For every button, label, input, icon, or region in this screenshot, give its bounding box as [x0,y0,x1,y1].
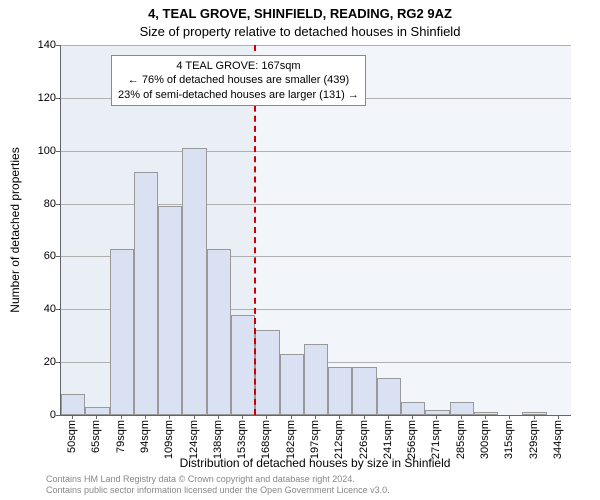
histogram-bar [134,172,158,415]
histogram-bar [450,402,474,415]
chart-container: 4, TEAL GROVE, SHINFIELD, READING, RG2 9… [0,0,600,500]
x-tick-mark [412,415,413,419]
x-tick-label: 50sqm [66,420,78,453]
annotation-line1: 4 TEAL GROVE: 167sqm [118,59,359,73]
x-tick-mark [291,415,292,419]
x-tick-mark [364,415,365,419]
x-tick-mark [145,415,146,419]
copyright-notice: Contains HM Land Registry data © Crown c… [46,474,390,496]
y-tick-mark [56,256,60,257]
histogram-bar [425,410,449,415]
y-tick-label: 100 [32,145,56,157]
x-tick-label: 315sqm [503,420,515,459]
x-tick-label: 285sqm [455,420,467,459]
x-tick-label: 300sqm [479,420,491,459]
x-tick-mark [315,415,316,419]
x-tick-mark [121,415,122,419]
x-tick-label: 138sqm [212,420,224,459]
y-tick-mark [56,415,60,416]
x-tick-mark [96,415,97,419]
y-tick-mark [56,151,60,152]
histogram-bar [110,249,134,416]
annotation-line2: ← 76% of detached houses are smaller (43… [118,73,359,87]
x-tick-label: 182sqm [285,420,297,459]
x-tick-label: 124sqm [188,420,200,459]
y-tick-label: 40 [32,303,56,315]
x-tick-label: 212sqm [333,420,345,459]
annotation-box: 4 TEAL GROVE: 167sqm← 76% of detached ho… [111,55,366,106]
x-tick-label: 226sqm [358,420,370,459]
x-tick-label: 197sqm [309,420,321,459]
x-tick-mark [169,415,170,419]
annotation-line3: 23% of semi-detached houses are larger (… [118,88,359,102]
histogram-bar [304,344,328,415]
histogram-bar [352,367,376,415]
x-tick-mark [485,415,486,419]
x-axis-label: Distribution of detached houses by size … [60,456,570,470]
histogram-bar [401,402,425,415]
histogram-bar [85,407,109,415]
y-tick-label: 0 [32,409,56,421]
histogram-bar [207,249,231,416]
x-tick-label: 153sqm [236,420,248,459]
histogram-bar [522,412,546,415]
x-tick-mark [436,415,437,419]
x-tick-mark [218,415,219,419]
x-tick-label: 241sqm [382,420,394,459]
x-tick-label: 79sqm [115,420,127,453]
histogram-bar [182,148,206,415]
y-tick-mark [56,309,60,310]
x-tick-mark [509,415,510,419]
histogram-bar [231,315,255,415]
x-tick-label: 109sqm [163,420,175,459]
histogram-bar [280,354,304,415]
chart-subtitle: Size of property relative to detached ho… [0,24,600,39]
y-tick-label: 140 [32,39,56,51]
x-tick-label: 271sqm [430,420,442,459]
x-tick-label: 65sqm [90,420,102,453]
gridline [61,151,571,152]
x-tick-mark [534,415,535,419]
x-tick-label: 256sqm [406,420,418,459]
x-tick-label: 344sqm [552,420,564,459]
x-tick-label: 168sqm [260,420,272,459]
x-tick-mark [388,415,389,419]
x-tick-mark [558,415,559,419]
plot-area: 4 TEAL GROVE: 167sqm← 76% of detached ho… [60,45,571,416]
y-tick-mark [56,45,60,46]
y-tick-label: 80 [32,198,56,210]
histogram-bar [255,330,279,415]
x-tick-mark [72,415,73,419]
x-tick-mark [266,415,267,419]
y-tick-mark [56,98,60,99]
chart-title-address: 4, TEAL GROVE, SHINFIELD, READING, RG2 9… [0,6,600,21]
x-tick-mark [242,415,243,419]
x-tick-mark [339,415,340,419]
gridline [61,45,571,46]
histogram-bar [377,378,401,415]
x-tick-mark [461,415,462,419]
y-tick-label: 20 [32,356,56,368]
x-tick-mark [194,415,195,419]
y-tick-mark [56,204,60,205]
x-tick-label: 329sqm [528,420,540,459]
y-tick-mark [56,362,60,363]
x-tick-label: 94sqm [139,420,151,453]
y-tick-label: 120 [32,92,56,104]
histogram-bar [328,367,352,415]
histogram-bar [158,206,182,415]
histogram-bar [61,394,85,415]
y-tick-label: 60 [32,250,56,262]
